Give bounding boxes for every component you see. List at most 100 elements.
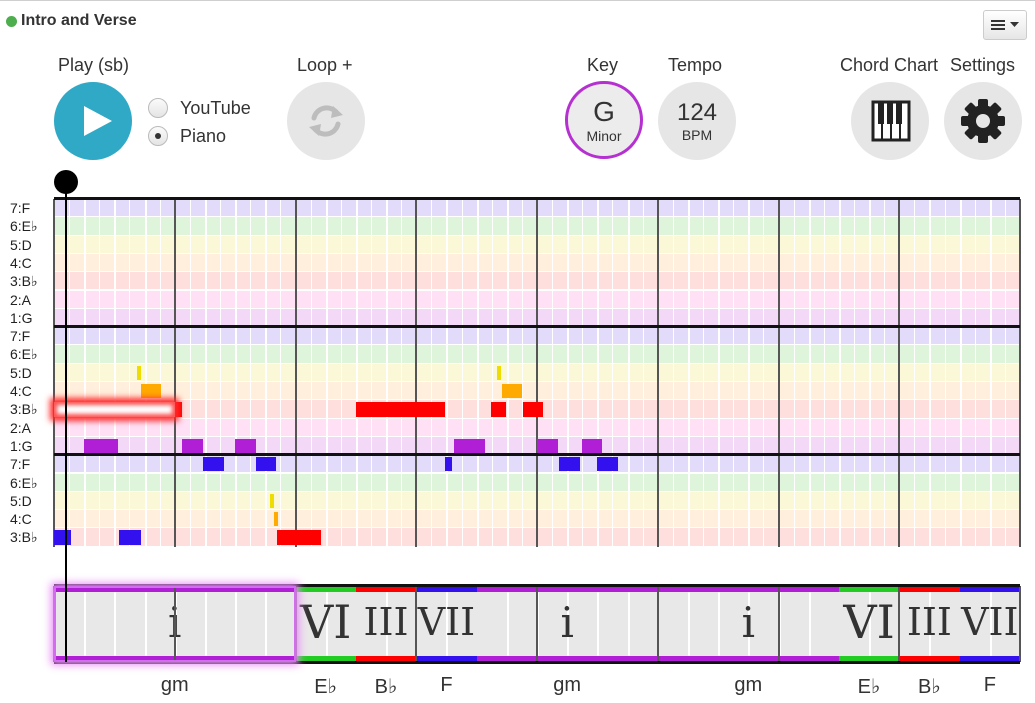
melody-note[interactable] (597, 457, 618, 472)
progression-beat-line (597, 592, 600, 656)
melody-note[interactable] (537, 438, 558, 454)
progression-beat-line (235, 592, 238, 656)
youtube-radio-label[interactable]: YouTube (180, 98, 251, 118)
melody-note[interactable] (255, 457, 277, 472)
progression-measure-line (656, 586, 659, 662)
melody-note[interactable] (273, 512, 278, 527)
chord-chart-label: Chord Chart (840, 55, 939, 75)
melody-note[interactable] (128, 402, 137, 417)
key-mode: Minor (586, 128, 622, 144)
chord-numeral[interactable]: i (560, 597, 574, 647)
play-icon (84, 106, 112, 136)
melody-note[interactable] (453, 438, 486, 454)
youtube-radio[interactable] (148, 98, 168, 118)
piano-radio[interactable] (148, 126, 168, 146)
melody-note[interactable] (203, 457, 224, 472)
note-row-band (54, 272, 1020, 290)
chord-numeral[interactable]: VI (299, 595, 352, 650)
melody-note[interactable] (497, 365, 502, 380)
melody-note[interactable] (140, 384, 162, 399)
chord-degree-bottom-strip (355, 656, 417, 662)
chord-numeral[interactable]: VII (417, 600, 476, 645)
measure-line (777, 199, 780, 547)
measure-line (173, 199, 176, 547)
octave-separator (54, 453, 1020, 457)
subbeat-line (159, 199, 161, 547)
subbeat-line (69, 199, 71, 547)
row-label: 7:F (10, 456, 31, 473)
beat-line (687, 199, 690, 547)
progression-measure-line (898, 586, 901, 662)
measure-line (1019, 199, 1021, 547)
progression-beat-line (84, 592, 87, 656)
progression-beat-line (174, 592, 177, 656)
playhead-line[interactable] (65, 190, 67, 662)
chord-numeral[interactable]: III (363, 600, 409, 645)
tempo-unit: BPM (681, 127, 713, 143)
row-label: 4:C (10, 383, 32, 399)
key-label: Key (587, 55, 619, 75)
subbeat-line (582, 199, 584, 547)
measure-line (656, 199, 659, 547)
progression-beat-line (929, 592, 932, 656)
chord-chart-button[interactable] (851, 82, 929, 160)
subbeat-line (552, 199, 554, 547)
subbeat-line (189, 199, 191, 547)
melody-note[interactable] (181, 438, 203, 454)
melody-note[interactable] (161, 402, 182, 417)
note-row-band (54, 436, 1020, 455)
settings-button[interactable] (944, 82, 1022, 160)
subbeat-line (703, 199, 705, 547)
chord-numeral[interactable]: i (741, 597, 756, 647)
row-label: 4:C (10, 511, 32, 528)
chord-degree-top-strip (416, 586, 477, 592)
melody-note[interactable] (355, 402, 445, 417)
hamburger-menu-button[interactable] (983, 10, 1027, 40)
progression-beat-line (386, 592, 389, 656)
key-button[interactable]: G Minor (565, 81, 643, 159)
chord-degree-top-strip (899, 586, 960, 592)
melody-note[interactable] (581, 438, 603, 454)
melody-note[interactable] (84, 438, 118, 454)
melody-note[interactable] (277, 530, 321, 545)
row-label: 6:E♭ (10, 218, 38, 235)
melody-note[interactable] (501, 384, 523, 399)
active-note (54, 402, 175, 417)
melody-note[interactable] (270, 493, 275, 509)
beat-line (567, 199, 570, 547)
melody-note[interactable] (136, 365, 141, 380)
melody-note[interactable] (491, 402, 506, 417)
row-label: 5:D (10, 364, 32, 381)
chord-degree-bottom-strip (295, 656, 356, 662)
song-title: Intro and Verse (6, 12, 137, 30)
key-note: G (593, 96, 615, 127)
chord-numeral[interactable]: VII (961, 600, 1019, 645)
row-label: 6:E♭ (10, 474, 38, 491)
progression-beat-line (808, 592, 811, 656)
tempo-button[interactable]: 124 BPM (658, 82, 736, 160)
progression-top-border (54, 584, 1020, 587)
melody-note[interactable] (559, 457, 580, 472)
row-label: 6:E♭ (10, 346, 38, 363)
melody-note[interactable] (118, 530, 141, 545)
beat-line (446, 199, 449, 547)
chord-numeral[interactable]: III (906, 600, 952, 645)
play-button[interactable] (54, 82, 132, 160)
chord-numeral[interactable]: i (168, 597, 182, 647)
melody-note[interactable] (444, 457, 453, 472)
chord-numeral[interactable]: VI (843, 595, 895, 650)
chord-degree-top-strip (476, 586, 658, 592)
settings-label: Settings (950, 55, 1016, 75)
subbeat-line (974, 199, 976, 547)
subbeat-line (431, 199, 433, 547)
subbeat-line (99, 199, 101, 547)
melody-note[interactable] (522, 402, 544, 417)
subbeat-line (884, 199, 886, 547)
melody-note[interactable] (54, 530, 71, 545)
progression-beat-line (718, 592, 721, 656)
piano-radio-label[interactable]: Piano (180, 126, 227, 146)
chord-degree-top-strip (54, 586, 296, 592)
chord-name: gm (734, 674, 763, 696)
loop-button[interactable] (287, 82, 365, 160)
melody-note[interactable] (235, 438, 256, 454)
